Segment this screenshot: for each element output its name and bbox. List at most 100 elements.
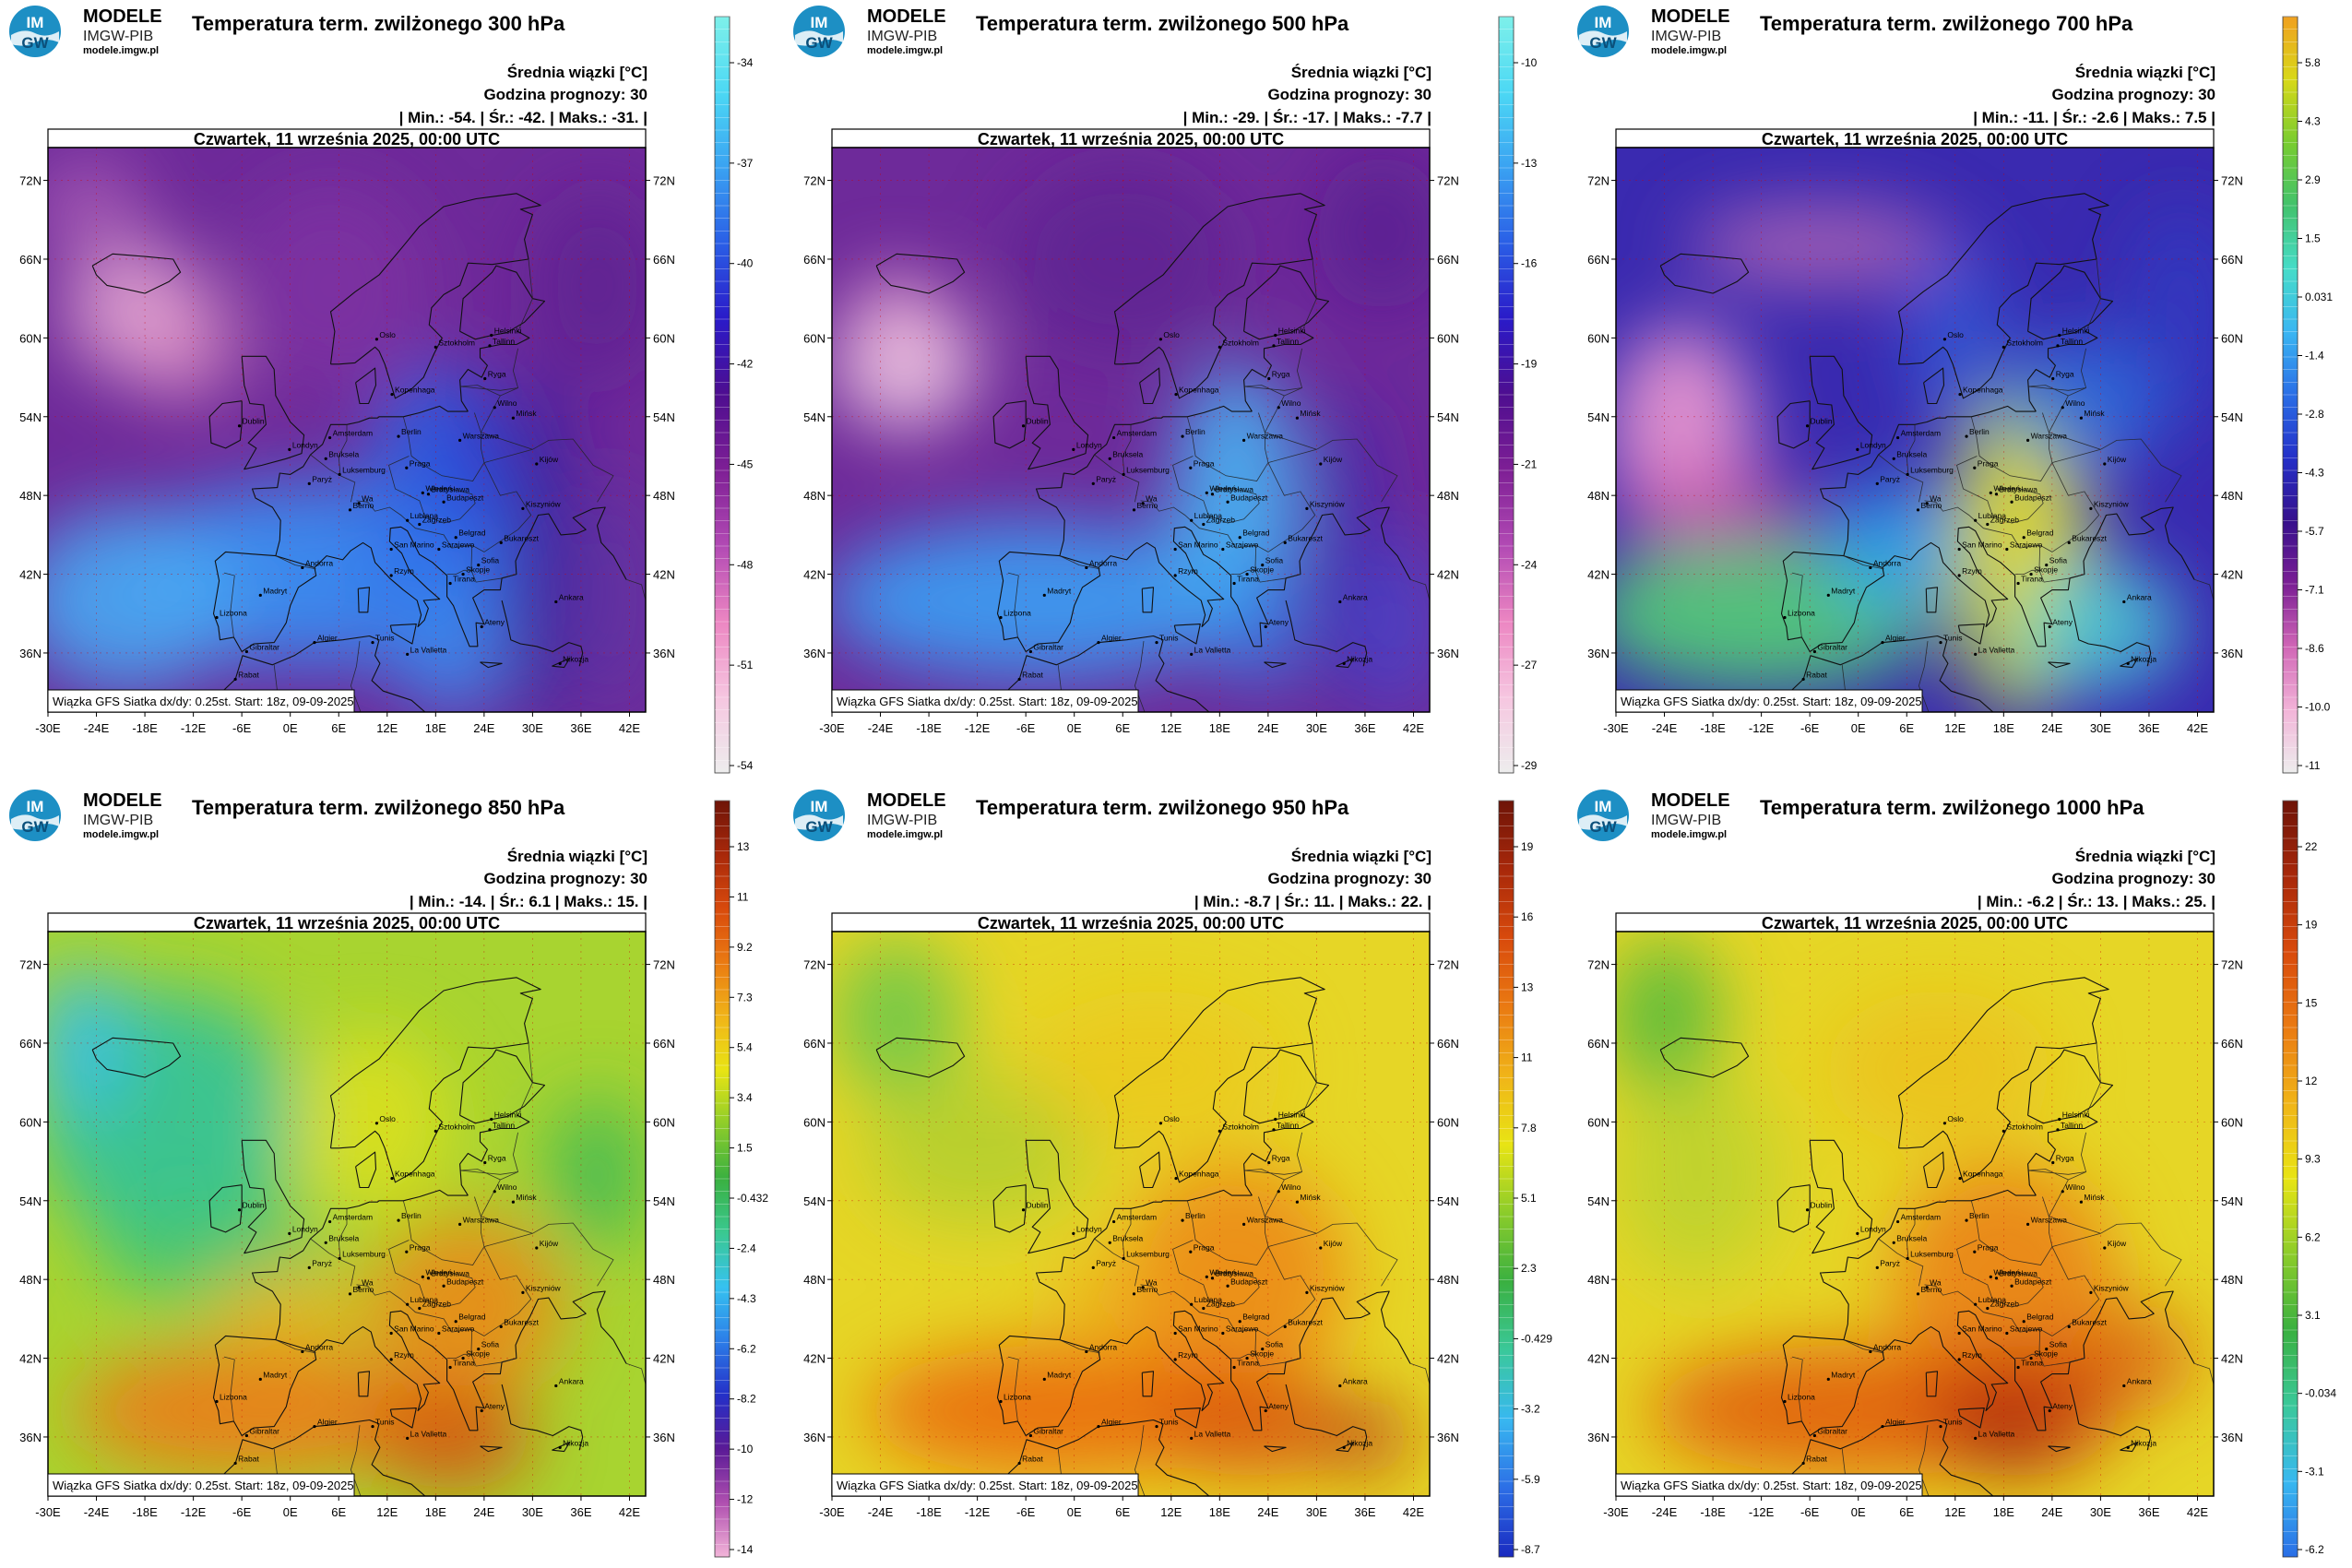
- city-label: Nikozja: [563, 654, 588, 663]
- colorbar: -10 -13 -16 -19 -21 -24 -27 -29: [1498, 16, 1538, 774]
- coastline: [1659, 253, 1750, 294]
- stat-avg: 11.: [1313, 893, 1335, 910]
- logo-badge-top: IM: [811, 798, 828, 815]
- country-border: [356, 500, 518, 552]
- lon-tick-label: 24E: [473, 1505, 494, 1519]
- city-marker: [1283, 1324, 1287, 1328]
- city-marker: [461, 1356, 465, 1360]
- city-label: Praga: [410, 458, 431, 468]
- lat-tick-label-right: 36N: [1437, 647, 1459, 660]
- city-marker: [1974, 1302, 1978, 1306]
- colorbar-tick-label: 19: [2305, 919, 2318, 932]
- country-border: [1791, 1356, 1803, 1421]
- lon-tick-label: 12E: [376, 1505, 398, 1519]
- panel-title: Temperatura term. zwilżonego 850 hPa: [192, 796, 565, 819]
- coastline: [2027, 265, 2114, 340]
- logo-url: modele.imgw.pl: [1651, 829, 1727, 840]
- lon-tick-label: 6E: [331, 721, 346, 735]
- city-marker: [493, 406, 496, 410]
- country-border: [2051, 462, 2100, 530]
- city-label: Oslo: [1163, 330, 1180, 339]
- coastline: [996, 551, 1101, 653]
- city-marker: [1856, 447, 1859, 451]
- coastline: [1776, 1184, 1811, 1233]
- coastline: [1173, 1408, 1201, 1429]
- lon-tick-label: 36E: [2138, 721, 2159, 735]
- footer-box: [47, 1473, 355, 1497]
- city-label: Belgrad: [458, 1313, 486, 1322]
- coastline: [251, 1189, 469, 1340]
- logo-badge-top: IM: [1595, 14, 1612, 31]
- city-label: Kopenhaga: [395, 386, 435, 395]
- coastline: [2048, 1445, 2071, 1453]
- city-label: Budapeszt: [2014, 1277, 2052, 1286]
- city-label: Algier: [1885, 1418, 1906, 1427]
- city-label: Oslo: [1947, 330, 1964, 339]
- city-label: Berno: [353, 1285, 374, 1294]
- city-marker: [1805, 424, 1810, 428]
- country-border: [1918, 641, 1930, 712]
- country-border: [2085, 258, 2101, 332]
- city-label: Madryt: [1831, 1370, 1856, 1379]
- lon-tick-label: 36E: [570, 1505, 591, 1519]
- lon-tick-label: 30E: [522, 721, 543, 735]
- axis-labels: -30E -24E -18E -12E -6E 0E 6E 12E 18E 24E 30E 36E 42…: [803, 174, 1459, 735]
- city-marker: [324, 1241, 327, 1244]
- country-border: [2049, 432, 2101, 450]
- city-label: San Marino: [1962, 540, 2002, 550]
- colorbar-tick-label: -2.8: [2305, 408, 2324, 421]
- country-border: [223, 1356, 235, 1421]
- lat-tick-label-left: 48N: [19, 489, 42, 503]
- field-blob: [1050, 1253, 1164, 1333]
- coastline: [1897, 193, 2109, 399]
- city-label: Wilno: [497, 1182, 517, 1192]
- lon-tick-label: 6E: [1115, 721, 1130, 735]
- stat-min: -6.2: [2027, 893, 2054, 910]
- city-marker: [307, 481, 311, 485]
- city-marker: [1241, 438, 1246, 442]
- city-marker: [2025, 1222, 2030, 1226]
- min-avg-max: | Min.: -29. | Śr.: -17. | Maks.: -7.7 |: [1183, 109, 1431, 126]
- logo-url: modele.imgw.pl: [867, 829, 943, 840]
- field-blob: [848, 272, 945, 351]
- lat-tick-label-right: 72N: [1437, 958, 1459, 972]
- lon-tick-label: 0E: [1067, 1505, 1082, 1519]
- city-label: Gibraltar: [249, 643, 279, 652]
- colorbar-tick-label: -34: [737, 56, 754, 69]
- colorbar-tick-label: 5.4: [737, 1041, 753, 1054]
- city-marker: [1108, 1241, 1111, 1244]
- colorbar-tick-label: -13: [1521, 157, 1538, 170]
- city-marker: [442, 500, 445, 504]
- city-marker: [406, 518, 410, 522]
- city-label: Berlin: [1185, 427, 1206, 436]
- city-label: Algier: [317, 634, 338, 643]
- city-label: La Valletta: [1978, 645, 2015, 654]
- colorbar-tick-label: -0.034: [2305, 1387, 2336, 1400]
- city-marker: [1826, 1377, 1830, 1381]
- country-border: [1140, 500, 1302, 552]
- city-label: Berlin: [401, 1211, 422, 1220]
- city-label: Nikozja: [1347, 654, 1372, 663]
- city-label: Andorra: [305, 558, 334, 567]
- city-marker: [2089, 1290, 2093, 1294]
- colorbar: 19 16 13 11 7.8 5.1 2.3 -0.429 -3.2 -5.9 -8.7: [1498, 800, 1552, 1558]
- city-marker: [488, 344, 492, 348]
- city-marker: [1210, 493, 1215, 496]
- city-label: Zagrzeb: [422, 1299, 451, 1308]
- city-marker: [2051, 1160, 2055, 1165]
- coastline: [1819, 405, 2037, 556]
- coastlines: [91, 193, 627, 712]
- city-marker: [389, 1331, 393, 1336]
- coastline: [1882, 1290, 2195, 1431]
- city-label: Sarajewo: [442, 1324, 475, 1334]
- city-label: Berno: [1921, 1285, 1942, 1294]
- city-label: Sztokholm: [1222, 1122, 1259, 1131]
- logo-badge-bottom: GW: [805, 818, 833, 836]
- city-marker: [1132, 508, 1136, 512]
- city-label: Praga: [1978, 1242, 1999, 1252]
- city-marker: [1173, 1331, 1177, 1336]
- colorbar-tick-label: -8.6: [2305, 642, 2324, 655]
- city-label: Wiedeń: [1993, 1267, 2020, 1277]
- city-label: Wa: [1930, 494, 1942, 504]
